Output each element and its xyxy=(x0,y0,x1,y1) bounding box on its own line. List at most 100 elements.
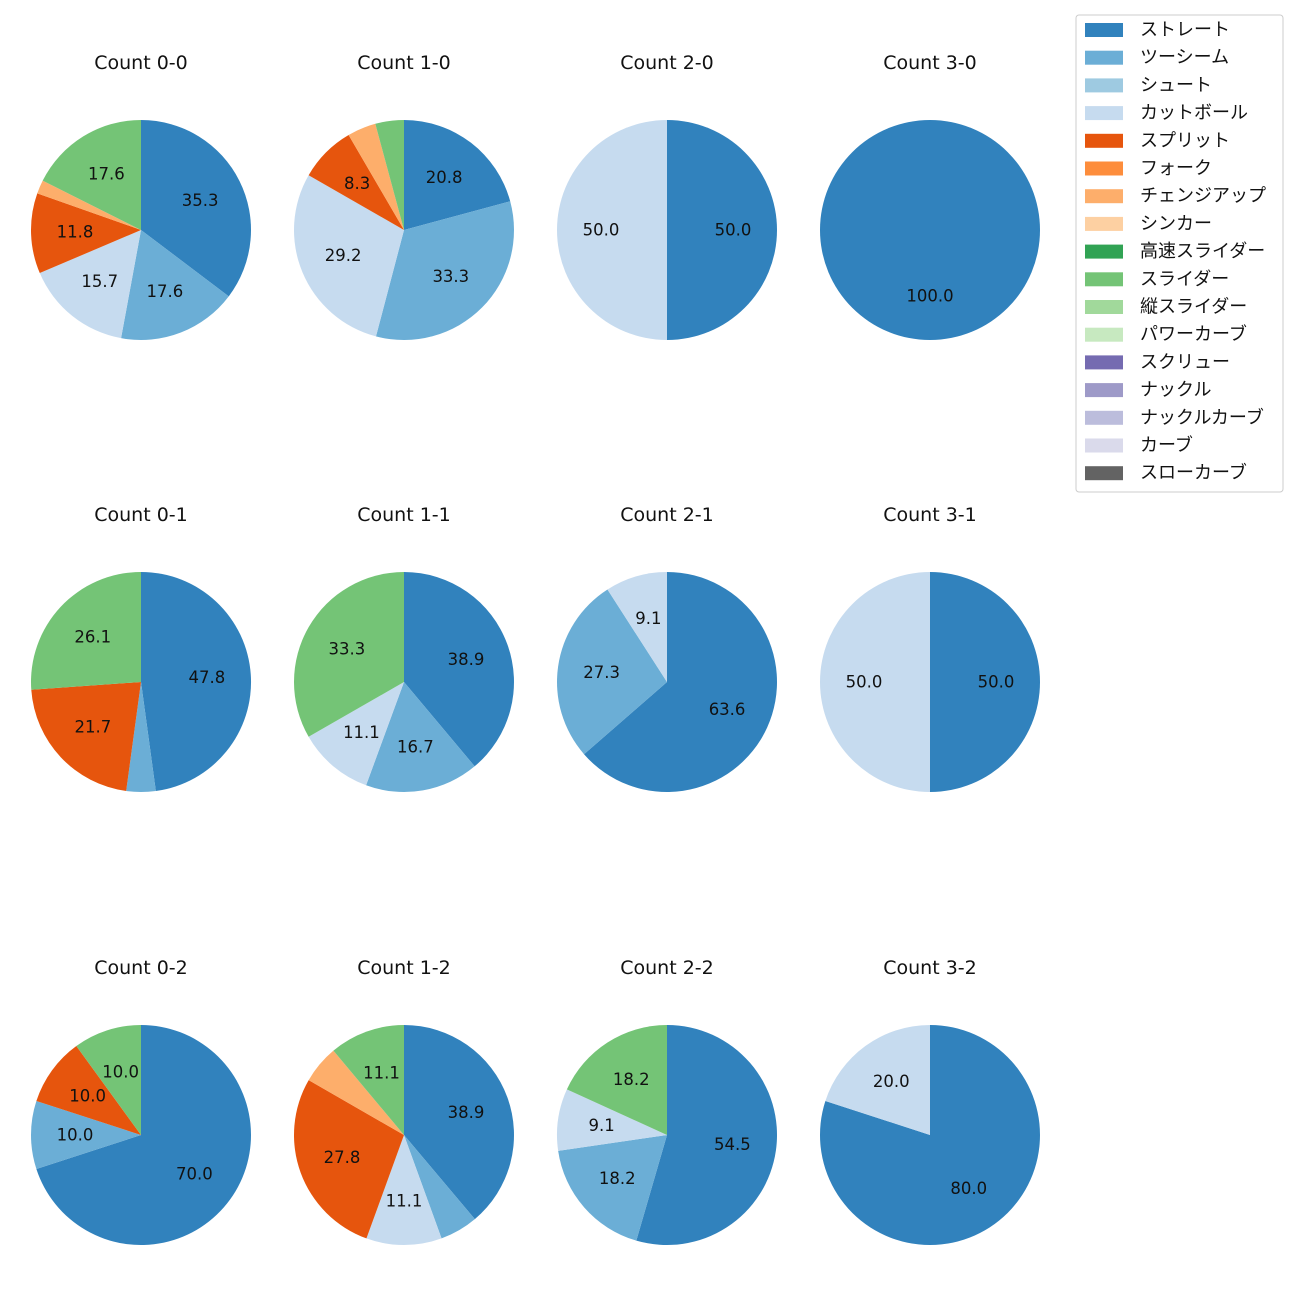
slice-label: 18.2 xyxy=(599,1169,636,1188)
pie-slice xyxy=(141,119,252,297)
slice-label: 27.3 xyxy=(583,663,620,682)
legend-items: ストレートツーシームシュートカットボールスプリットフォークチェンジアップシンカー… xyxy=(1085,20,1266,484)
pie-slice xyxy=(36,1025,251,1245)
legend-label: スクリュー xyxy=(1140,352,1230,373)
slice-label: 35.3 xyxy=(182,191,219,210)
slice-label: 10.0 xyxy=(102,1063,139,1082)
pie-title: Count 1-1 xyxy=(357,504,451,526)
pie-panel: Count 1-0 20.8 33.3 29.2 8.3 xyxy=(293,52,514,340)
legend: ストレートツーシームシュートカットボールスプリットフォークチェンジアップシンカー… xyxy=(1075,14,1284,493)
legend-label: カットボール xyxy=(1140,103,1248,124)
pie-slice xyxy=(31,572,141,690)
legend-item: ナックル xyxy=(1085,380,1211,401)
legend-item: ストレート xyxy=(1085,20,1230,41)
slice-label: 8.3 xyxy=(344,174,370,193)
pie-panel: Count 2-0 50.0 50.0 xyxy=(557,52,777,340)
slice-label: 11.8 xyxy=(57,223,94,242)
legend-item: スプリット xyxy=(1085,130,1230,151)
pie-title: Count 1-0 xyxy=(357,52,451,74)
legend-swatch xyxy=(1085,355,1123,370)
slice-label: 17.6 xyxy=(88,164,125,183)
legend-item: チェンジアップ xyxy=(1085,186,1266,207)
legend-label: カーブ xyxy=(1140,434,1193,456)
legend-swatch xyxy=(1085,300,1123,314)
legend-item: 縦スライダー xyxy=(1085,297,1247,318)
slice-label: 11.1 xyxy=(343,723,380,742)
legend-item: スクリュー xyxy=(1085,352,1230,373)
legend-label: スローカーブ xyxy=(1140,462,1247,484)
slice-label: 17.6 xyxy=(147,282,184,301)
pie-slice xyxy=(819,1025,1040,1245)
pie-panel: Count 0-2 70.0 10.0 10.0 10.0 xyxy=(30,957,251,1245)
pie-slice xyxy=(404,120,511,230)
pie-panel: Count 3-0 100.0 xyxy=(820,52,1040,340)
legend-label: ツーシーム xyxy=(1140,47,1229,68)
legend-swatch xyxy=(1085,50,1123,65)
slice-label: 50.0 xyxy=(978,673,1015,692)
pie-slice xyxy=(348,123,404,230)
pie-slice xyxy=(36,1046,141,1135)
pie-slice xyxy=(375,201,514,340)
slice-label: 47.8 xyxy=(188,668,225,687)
pie-title: Count 0-2 xyxy=(94,957,188,979)
slice-label: 54.5 xyxy=(714,1135,751,1154)
pie-panel: Count 2-1 63.6 27.3 9.1 xyxy=(557,504,778,792)
legend-label: 縦スライダー xyxy=(1140,297,1247,318)
slice-label: 38.9 xyxy=(448,1103,485,1122)
slice-label: 38.9 xyxy=(448,650,485,669)
pie-slice xyxy=(294,1080,404,1239)
slice-label: 26.1 xyxy=(74,628,111,647)
slice-label: 50.0 xyxy=(846,673,883,692)
legend-item: 高速スライダー xyxy=(1085,241,1265,262)
slice-label: 15.7 xyxy=(81,272,118,291)
legend-item: スローカーブ xyxy=(1085,462,1247,484)
pie-slice xyxy=(141,572,252,791)
legend-label: シュート xyxy=(1140,75,1212,96)
pie-slice xyxy=(76,1025,141,1135)
pie-slice xyxy=(667,120,777,340)
pie-slice xyxy=(566,1025,667,1135)
pie-slice xyxy=(825,1025,930,1135)
legend-item: カットボール xyxy=(1085,103,1248,124)
legend-label: ストレート xyxy=(1140,20,1230,41)
pie-slice xyxy=(308,1050,404,1135)
legend-swatch xyxy=(1085,272,1123,287)
pie-slice xyxy=(30,193,141,274)
pie-slice xyxy=(308,134,404,230)
slice-label: 16.7 xyxy=(397,738,434,757)
pie-slice xyxy=(404,572,514,767)
pie-slice xyxy=(584,572,778,792)
pie-title: Count 2-1 xyxy=(620,504,714,526)
pie-slice xyxy=(126,682,156,793)
pie-panel: Count 2-2 54.5 18.2 9.1 18.2 xyxy=(557,957,778,1246)
pie-slice xyxy=(404,1135,475,1239)
legend-label: スライダー xyxy=(1140,269,1229,290)
pie-slice xyxy=(333,1025,404,1135)
slice-label: 9.1 xyxy=(589,1116,615,1135)
legend-swatch xyxy=(1085,23,1123,37)
legend-frame xyxy=(1075,14,1284,493)
legend-swatch xyxy=(1085,189,1123,204)
pie-title: Count 3-1 xyxy=(883,504,977,526)
pie-slice xyxy=(39,230,141,339)
pie-title: Count 2-2 xyxy=(620,957,714,979)
legend-item: シュート xyxy=(1085,75,1212,96)
slice-label: 29.2 xyxy=(325,246,362,265)
pie-title: Count 1-2 xyxy=(357,957,451,979)
slice-label: 63.6 xyxy=(709,700,746,719)
legend-swatch xyxy=(1085,466,1123,481)
pie-slice xyxy=(558,1135,667,1241)
pie-slice xyxy=(557,1089,667,1151)
pie-panel: Count 0-1 47.8 21.7 26.1 xyxy=(31,504,252,793)
legend-item: ツーシーム xyxy=(1085,47,1229,68)
pie-title: Count 2-0 xyxy=(620,52,714,74)
slice-label: 80.0 xyxy=(950,1179,987,1198)
slice-label: 20.0 xyxy=(873,1072,910,1091)
pie-slice xyxy=(636,1025,778,1246)
pie-title: Count 3-2 xyxy=(883,957,977,979)
pie-slice xyxy=(308,682,404,786)
legend-label: パワーカーブ xyxy=(1140,323,1247,345)
pie-slice xyxy=(366,682,475,792)
pie-slice xyxy=(366,1135,442,1245)
